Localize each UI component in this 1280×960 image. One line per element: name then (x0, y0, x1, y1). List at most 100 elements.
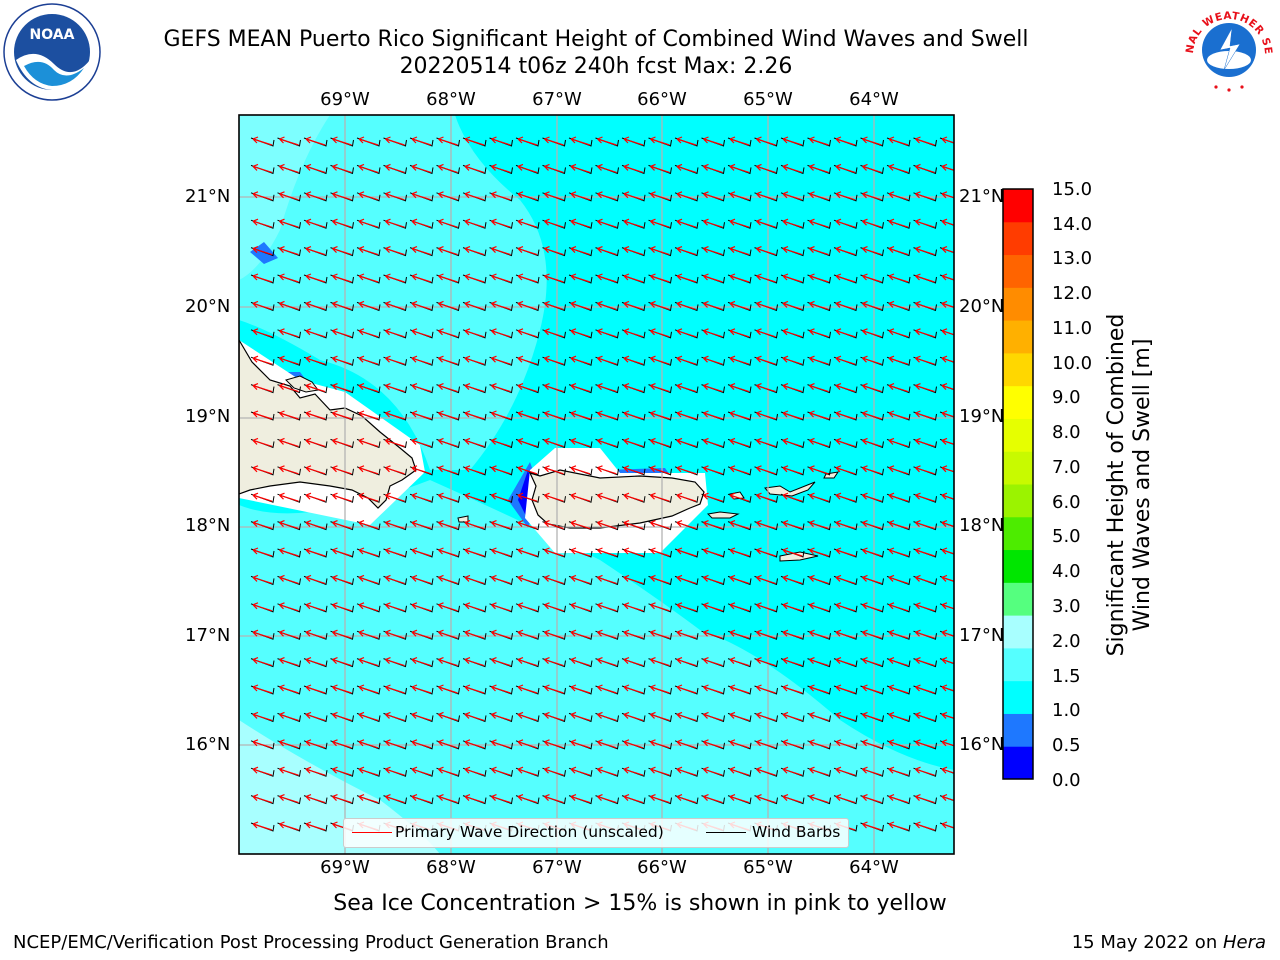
wave-arrow (862, 657, 882, 667)
wave-arrow (332, 794, 352, 804)
wave-arrow (782, 410, 803, 420)
wave-arrow (332, 520, 352, 530)
lon-label-top: 66°W (637, 89, 687, 110)
wave-arrow (570, 684, 591, 694)
wave-arrow (676, 766, 697, 776)
wave-arrow (888, 465, 909, 475)
wave-arrow (835, 437, 856, 447)
wave-arrow (915, 355, 935, 365)
lat-label-left: 21°N (185, 186, 231, 207)
wave-arrow (729, 739, 750, 749)
wave-arrow (491, 410, 511, 420)
wave-arrow (915, 191, 935, 201)
wave-arrow (729, 574, 750, 584)
wave-arrow (623, 191, 644, 201)
wave-arrow (544, 273, 564, 283)
wave-arrow (650, 602, 670, 612)
wave-arrow (835, 711, 856, 721)
wave-arrow (252, 273, 273, 283)
colorbar-segment (1003, 221, 1033, 256)
wave-arrow (305, 136, 326, 146)
wave-arrow (888, 520, 909, 530)
wave-arrow (411, 218, 432, 228)
wave-arrow (252, 657, 273, 667)
wave-arrow (809, 794, 829, 804)
wave-arrow (915, 328, 935, 338)
wave-arrow (358, 465, 379, 475)
wave-arrow (332, 383, 352, 393)
wave-arrow (332, 328, 352, 338)
wave-arrow (597, 328, 617, 338)
wave-arrow (385, 547, 405, 557)
wave-arrow (941, 574, 954, 582)
wave-arrow (385, 136, 405, 146)
wave-arrow (438, 794, 458, 804)
wave-arrow (650, 492, 670, 502)
wave-arrow (888, 574, 909, 584)
wave-arrow (279, 657, 299, 667)
colorbar-segment (1003, 516, 1033, 551)
wave-arrow (544, 355, 564, 365)
wave-arrow (491, 465, 511, 475)
wave-arrow (623, 547, 644, 557)
wave-arrow (676, 602, 697, 612)
wave-arrow (385, 574, 405, 584)
lat-label-left: 20°N (185, 296, 231, 317)
wave-arrow (915, 766, 935, 776)
wave-arrow (915, 629, 935, 639)
wave-arrow (941, 163, 954, 171)
wave-arrow (332, 629, 352, 639)
wave-arrow (888, 492, 909, 502)
wave-arrow (279, 163, 299, 173)
wave-arrow (464, 711, 485, 721)
wave-arrow (385, 383, 405, 393)
wave-arrow (305, 383, 326, 393)
wave-arrow (888, 602, 909, 612)
wave-arrow (358, 355, 379, 365)
wave-arrow (782, 246, 803, 256)
wave-arrow (517, 794, 538, 804)
wave-arrow (252, 355, 273, 365)
wave-arrow (332, 218, 352, 228)
colorbar-title: Significant Height of Combined Wind Wave… (1104, 313, 1155, 657)
wave-arrow (862, 163, 882, 173)
wave-arrow (570, 711, 591, 721)
wave-arrow (888, 273, 909, 283)
wave-arrow (411, 684, 432, 694)
wave-arrow (305, 684, 326, 694)
wave-arrow (623, 465, 644, 475)
wave-arrow (358, 163, 379, 173)
wave-arrow (332, 766, 352, 776)
wave-arrow (358, 766, 379, 776)
wave-arrow (782, 739, 803, 749)
wave-arrow (809, 739, 829, 749)
wave-arrow (835, 136, 856, 146)
chart-title: GEFS MEAN Puerto Rico Significant Height… (163, 27, 1029, 52)
wave-arrow (517, 218, 538, 228)
wave-arrow (809, 492, 829, 502)
wave-arrow (385, 465, 405, 475)
wave-arrow (438, 163, 458, 173)
wave-arrow (941, 547, 954, 555)
wave-arrow (438, 492, 458, 502)
wave-arrow (782, 437, 803, 447)
wave-arrow (332, 300, 352, 310)
wave-arrow (464, 410, 485, 420)
wave-arrow (835, 383, 856, 393)
wave-arrow (385, 739, 405, 749)
wave-arrow (279, 492, 299, 502)
wave-arrow (544, 657, 564, 667)
wave-arrow (411, 465, 432, 475)
wave-arrow (809, 383, 829, 393)
wave-arrow (915, 410, 935, 420)
wave-arrow (517, 739, 538, 749)
wave-arrow (676, 355, 697, 365)
wave-arrow (358, 136, 379, 146)
wave-arrow (782, 492, 803, 502)
wave-arrow (941, 383, 954, 391)
wave-arrow (650, 766, 670, 776)
wave-arrow (729, 657, 750, 667)
wave-arrow (252, 794, 273, 804)
wave-arrow (570, 465, 591, 475)
wave-arrow (252, 410, 273, 420)
